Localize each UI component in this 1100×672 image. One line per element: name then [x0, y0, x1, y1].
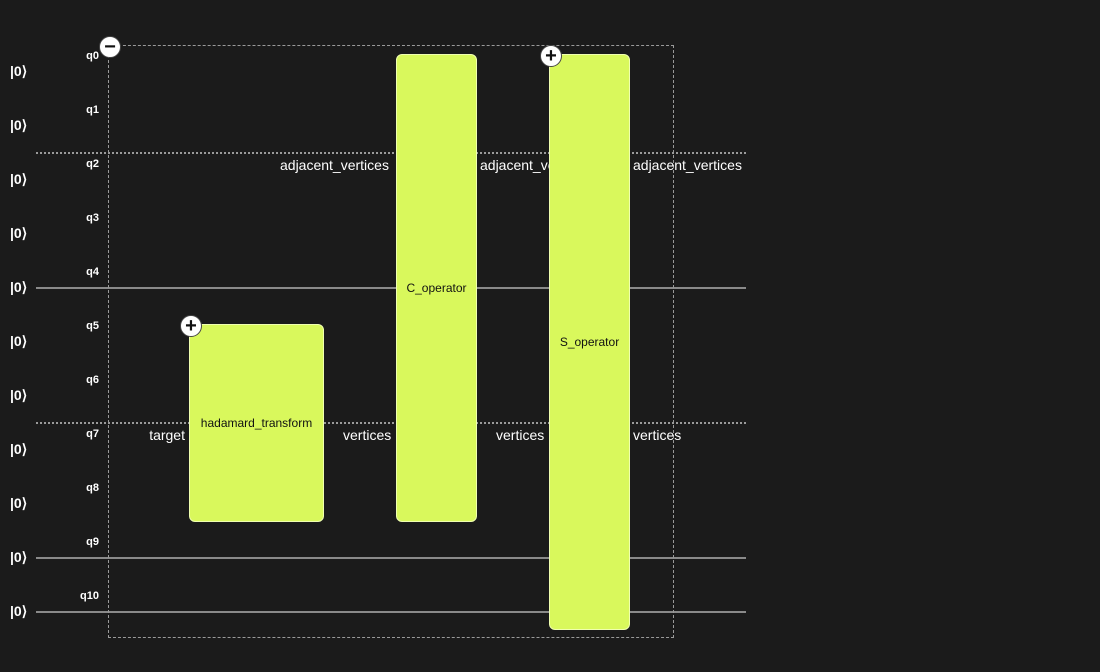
ket-q2: |0⟩: [10, 171, 28, 187]
ket-q0: |0⟩: [10, 63, 28, 79]
qubit-label-q5: q5: [86, 320, 99, 332]
qubit-label-q8: q8: [86, 482, 99, 494]
port-label-vertices: vertices: [633, 427, 682, 443]
plus-icon[interactable]: +: [540, 45, 562, 67]
qubit-wire-q4: [36, 287, 746, 289]
gate-label: hadamard_transform: [200, 416, 313, 430]
ket-q7: |0⟩: [10, 441, 28, 457]
qubit-label-q6: q6: [86, 374, 99, 386]
port-label-vertices: vertices: [496, 427, 545, 443]
port-label-target: target: [149, 427, 185, 443]
qubit-wire-q10: [36, 611, 746, 613]
qubit-label-q3: q3: [86, 212, 99, 224]
qubit-label-q0: q0: [86, 50, 99, 62]
ket-q6: |0⟩: [10, 387, 28, 403]
ket-q10: |0⟩: [10, 603, 28, 619]
ket-q1: |0⟩: [10, 117, 28, 133]
port-label-adjacent-vertices: adjacent_vertices: [633, 157, 742, 173]
ket-q4: |0⟩: [10, 279, 28, 295]
ket-q8: |0⟩: [10, 495, 28, 511]
port-label-adjacent-vertices: adjacent_vertices: [280, 157, 389, 173]
qubit-label-q2: q2: [86, 158, 99, 170]
qubit-label-q10: q10: [80, 590, 99, 602]
gate-label: C_operator: [406, 281, 467, 295]
ket-q5: |0⟩: [10, 333, 28, 349]
function-group-box[interactable]: [108, 45, 674, 638]
minus-icon[interactable]: −: [99, 36, 121, 58]
hadamard-transform-gate[interactable]: hadamard_transform: [189, 324, 324, 522]
register-wire-adjacent-vertices: [36, 152, 746, 154]
ket-q3: |0⟩: [10, 225, 28, 241]
plus-icon[interactable]: +: [180, 315, 202, 337]
qubit-label-q4: q4: [86, 266, 99, 278]
qubit-label-q7: q7: [86, 428, 99, 440]
ket-q9: |0⟩: [10, 549, 28, 565]
qubit-wire-q9: [36, 557, 746, 559]
qubit-label-q1: q1: [86, 104, 99, 116]
c-operator-gate[interactable]: C_operator: [396, 54, 477, 522]
s-operator-gate[interactable]: S_operator: [549, 54, 630, 630]
gate-label: S_operator: [559, 335, 620, 349]
qubit-label-q9: q9: [86, 536, 99, 548]
port-label-vertices: vertices: [343, 427, 392, 443]
register-wire-vertices: [36, 422, 746, 424]
